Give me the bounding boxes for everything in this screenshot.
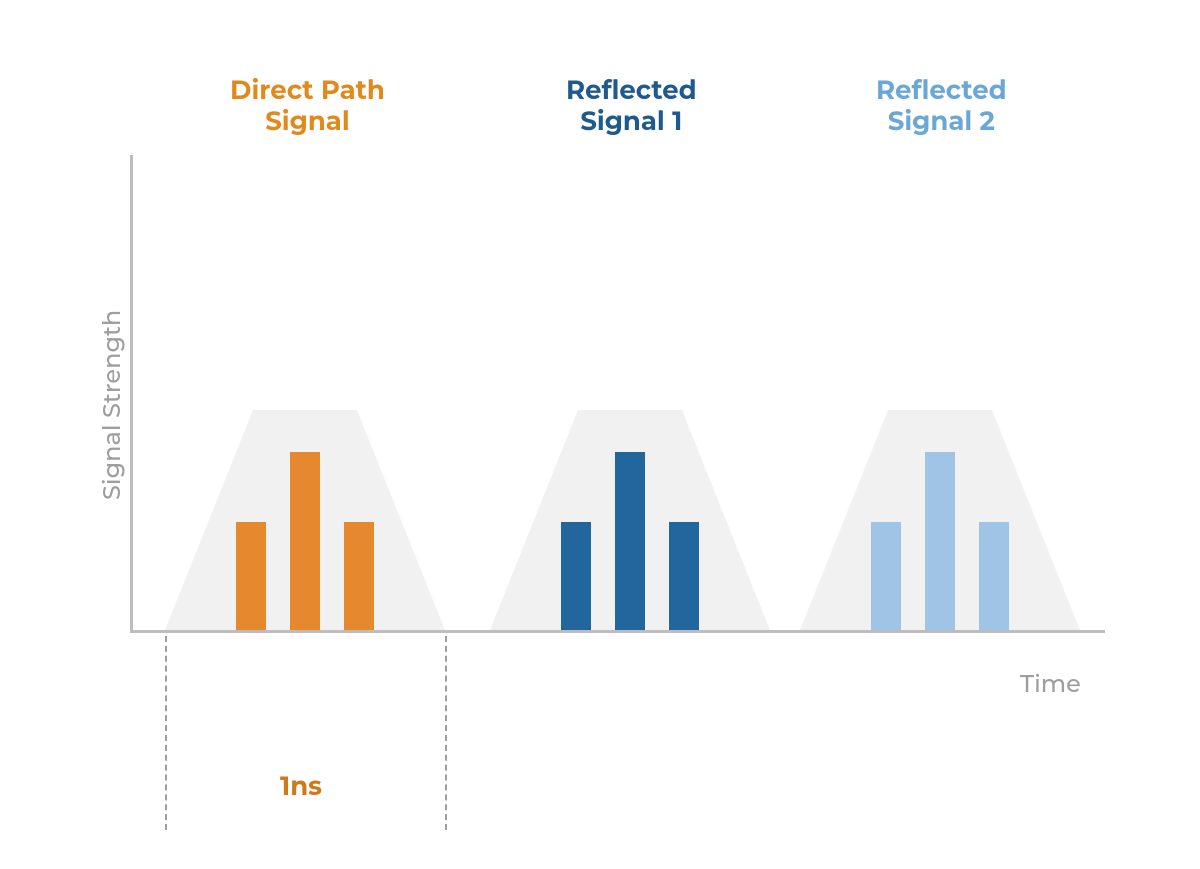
signal-bar: [615, 452, 645, 630]
pulse-width-label: 1ns: [280, 770, 322, 802]
signal-bar: [344, 522, 374, 630]
signal-bar: [979, 522, 1009, 630]
y-axis-label: Signal Strength: [98, 310, 127, 500]
pulse-width-marker-right: [445, 636, 447, 830]
signal-bar: [290, 452, 320, 630]
series-title-reflected-1: Reflected Signal 1: [566, 75, 697, 137]
signal-bar: [236, 522, 266, 630]
pulse-width-marker-left: [165, 636, 167, 830]
signal-bar: [871, 522, 901, 630]
signal-bar: [925, 452, 955, 630]
y-axis: [130, 155, 133, 633]
x-axis: [130, 630, 1105, 633]
signal-bar: [561, 522, 591, 630]
x-axis-label: Time: [1020, 670, 1081, 699]
chart-stage: Signal Strength Time Direct Path Signal Ref…: [0, 0, 1200, 869]
series-title-direct-path: Direct Path Signal: [230, 75, 385, 137]
signal-bar: [669, 522, 699, 630]
series-title-reflected-2: Reflected Signal 2: [876, 75, 1007, 137]
